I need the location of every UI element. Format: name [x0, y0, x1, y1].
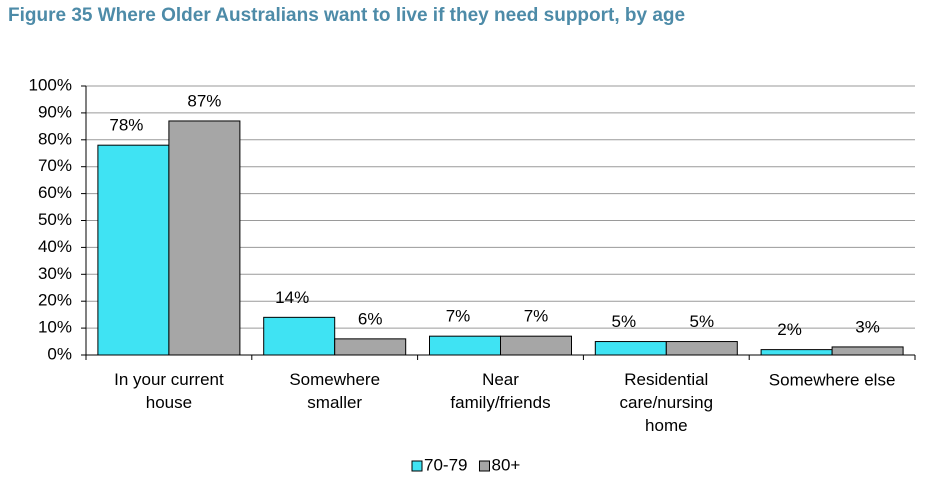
x-tick-label: Near family/friends: [450, 370, 550, 412]
y-tick-label: 20%: [38, 291, 72, 310]
x-tick-label: In your current house: [114, 370, 224, 412]
bar: [97, 144, 170, 356]
value-label: 5%: [612, 312, 637, 331]
value-label: 3%: [855, 317, 880, 336]
chart-title: Figure 35 Where Older Australians want t…: [8, 5, 685, 26]
legend-label: 70-79: [424, 455, 467, 474]
value-label: 5%: [690, 312, 715, 331]
value-label: 2%: [777, 320, 802, 339]
bar: [334, 338, 407, 356]
y-tick-label: 50%: [38, 210, 72, 229]
y-tick-label: 90%: [38, 102, 72, 121]
bar: [168, 120, 241, 356]
bar: [760, 349, 833, 356]
bar: [594, 341, 667, 356]
legend-swatch: [411, 460, 423, 472]
value-label: 87%: [187, 91, 221, 110]
value-label: 7%: [446, 307, 471, 326]
bar: [429, 335, 501, 356]
bar: [500, 335, 572, 356]
y-tick-label: 80%: [38, 129, 72, 148]
y-tick-label: 30%: [38, 264, 72, 283]
legend-label: 80+: [491, 455, 520, 474]
bar: [831, 346, 904, 356]
value-label: 6%: [358, 309, 383, 328]
y-tick-label: 40%: [38, 237, 72, 256]
bar: [263, 316, 336, 356]
y-tick-label: 0%: [47, 344, 72, 363]
y-tick-label: 70%: [38, 156, 72, 175]
y-tick-label: 10%: [38, 318, 72, 337]
value-label: 14%: [275, 288, 309, 307]
bar: [665, 341, 738, 356]
x-tick-label: Somewhere smaller: [289, 370, 380, 412]
value-label: 78%: [109, 116, 143, 135]
legend-swatch: [478, 460, 490, 472]
x-tick-label: Residential care/nursing home: [620, 370, 714, 435]
y-tick-label: 60%: [38, 183, 72, 202]
value-label: 7%: [524, 307, 549, 326]
y-tick-label: 100%: [29, 75, 72, 94]
x-tick-label: Somewhere else: [769, 370, 896, 389]
